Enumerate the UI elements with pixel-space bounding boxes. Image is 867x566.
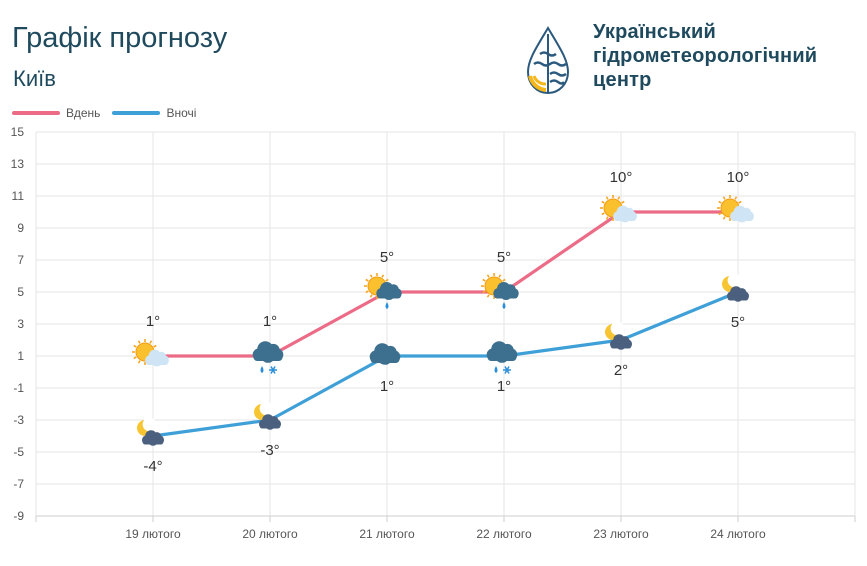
y-tick-label: -3 (13, 413, 24, 427)
legend-label-night: Вночі (166, 106, 197, 120)
sun-cloud-rain-icon (364, 273, 402, 309)
legend-item-night[interactable]: Вночі (112, 106, 196, 120)
day-temp-label: 1° (146, 313, 160, 330)
y-tick-label: 15 (11, 125, 25, 139)
sun-cloud-icon (717, 195, 754, 223)
sun-cloud-icon (600, 195, 637, 223)
legend-swatch-night (112, 111, 161, 115)
x-tick-label: 23 лютого (593, 527, 649, 541)
org-name-line-2: гідрометеорологічний (593, 45, 818, 67)
day-temp-label: 1° (263, 313, 277, 330)
day-temp-label: 5° (497, 249, 511, 266)
cloud-icon (369, 343, 401, 365)
y-tick-label: -5 (13, 445, 24, 459)
day-temp-label: 10° (727, 169, 750, 186)
sun-cloud-icon (132, 339, 169, 367)
y-tick-label: 5 (17, 285, 24, 299)
day-temp-label: 10° (610, 169, 633, 186)
legend-swatch-day (12, 111, 60, 115)
org-name-line-3: центр (593, 69, 652, 91)
y-tick-label: 11 (12, 189, 25, 203)
page-title: Графік прогнозу (12, 22, 228, 54)
y-tick-label: 7 (17, 253, 24, 267)
night-temp-label: 2° (614, 362, 628, 379)
cloud-rain-snow-icon (252, 341, 284, 374)
x-tick-label: 19 лютого (125, 527, 181, 541)
moon-cloud-icon (254, 401, 282, 430)
night-temperature-line (151, 290, 740, 438)
chart-legend: Вдень Вночі (12, 106, 208, 120)
y-tick-label: -9 (13, 509, 24, 523)
y-tick-label: 1 (17, 349, 24, 363)
legend-item-day[interactable]: Вдень (12, 106, 100, 120)
night-temp-label: -4° (143, 458, 162, 475)
cloud-rain-snow-icon (486, 341, 518, 374)
city-name: Київ (13, 66, 56, 91)
ugmc-logo-icon (526, 26, 570, 95)
organization-name: Український гідрометеорологічний центр (593, 20, 817, 92)
night-temp-label: -3° (260, 442, 279, 459)
night-temp-label: 1° (497, 378, 511, 395)
night-temp-label: 5° (731, 314, 745, 331)
moon-cloud-icon (605, 321, 633, 350)
org-name-line-1: Український (593, 21, 716, 43)
x-tick-label: 24 лютого (710, 527, 766, 541)
night-temp-label: 1° (380, 378, 394, 395)
y-tick-label: 9 (17, 221, 24, 235)
day-temp-label: 5° (380, 249, 394, 266)
y-tick-label: -7 (13, 477, 24, 491)
x-tick-label: 22 лютого (476, 527, 532, 541)
sun-cloud-rain-icon (481, 273, 519, 309)
x-tick-label: 21 лютого (359, 527, 415, 541)
y-tick-label: -1 (13, 381, 24, 395)
y-tick-label: 3 (17, 317, 24, 331)
moon-cloud-icon (722, 273, 750, 302)
y-tick-label: 13 (11, 157, 25, 171)
x-tick-label: 20 лютого (242, 527, 298, 541)
legend-label-day: Вдень (66, 106, 101, 120)
moon-cloud-icon (137, 417, 165, 446)
day-temperature-line (151, 210, 740, 358)
